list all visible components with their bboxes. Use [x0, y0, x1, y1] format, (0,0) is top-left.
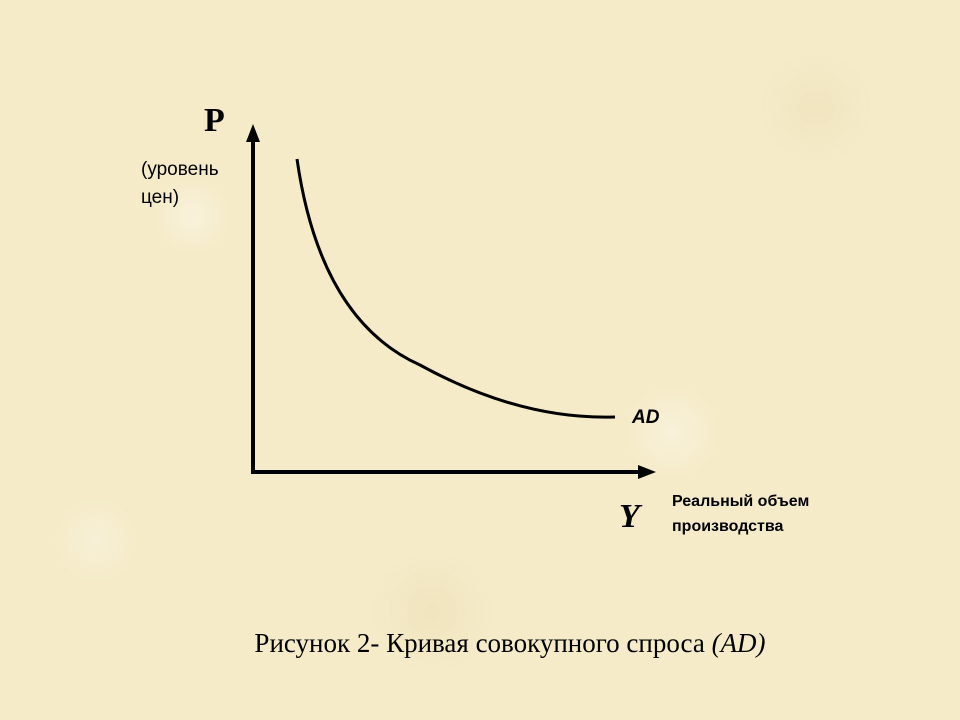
y-axis-arrowhead: [246, 124, 260, 142]
caption-text: Рисунок 2- Кривая совокупного спроса: [254, 628, 712, 658]
x-axis-arrowhead: [638, 465, 656, 479]
y-axis-letter: P: [204, 102, 225, 139]
y-axis-description: (уровень цен): [141, 159, 219, 208]
caption-italic: (AD): [711, 628, 766, 658]
ad-curve-label: AD: [632, 407, 660, 428]
ad-curve: [295, 158, 616, 419]
x-axis-description: Реальный объем производства: [672, 493, 810, 535]
x-axis-letter: Y: [619, 498, 640, 535]
figure-caption: Рисунок 2- Кривая совокупного спроса (AD…: [0, 630, 960, 657]
